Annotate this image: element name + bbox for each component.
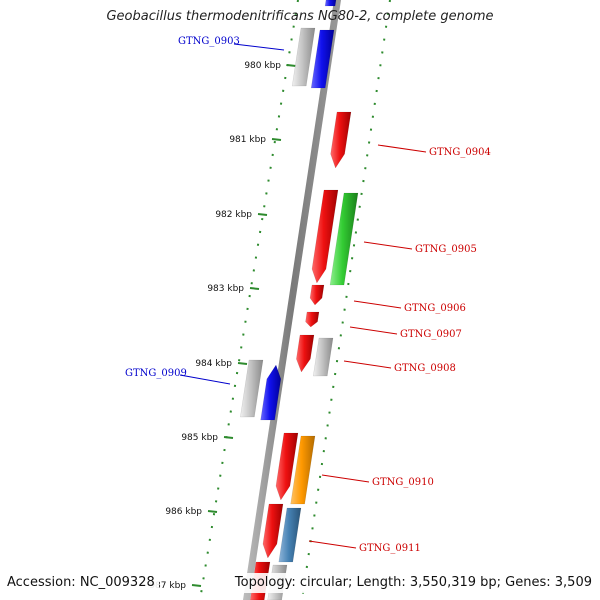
callout-line-gtng_0909: [179, 374, 231, 385]
tick-label-985: 985 kbp: [181, 433, 218, 443]
callout-line-gtng_0907: [349, 326, 398, 335]
gene-label-layer: GTNG_0903 GTNG_0904 GTNG_0905 GTNG_0906 GTNG…: [125, 36, 491, 554]
gene-feature-gtng_0911-0[interactable]: [262, 503, 284, 559]
gene-label-gtng_0907[interactable]: GTNG_0907: [400, 329, 462, 340]
accession-text: Accession: NC_009328: [7, 573, 159, 593]
gene-feature-gtng_0908-0[interactable]: [296, 334, 315, 373]
tick-label-984: 984 kbp: [195, 359, 232, 369]
gene-feature-gtng_0910-1[interactable]: [290, 435, 316, 505]
callout-line-gtng_0908: [343, 360, 392, 369]
callout-line-gtng_0906: [353, 300, 402, 309]
tick-mark-984: [237, 362, 248, 365]
callout-line-gtng_0905: [363, 241, 413, 250]
gene-feature-gtng_0906-0[interactable]: [309, 284, 325, 306]
tick-mark-985: [223, 436, 234, 439]
inner-dotted-ring: [199, 0, 299, 600]
callout-line-gtng_0911: [308, 540, 357, 549]
gene-feature-gtng_0911-1[interactable]: [278, 507, 302, 563]
gene-feature-gtng_0909-0[interactable]: [240, 359, 264, 418]
tick-mark-980: [286, 64, 297, 67]
gene-feature-gtng_0904-0[interactable]: [330, 111, 352, 169]
gene-label-gtng_0904[interactable]: GTNG_0904: [429, 147, 491, 158]
gene-feature-gtng_0905-1[interactable]: [329, 192, 359, 286]
map-title: Geobacillus thermodenitrificans NG80-2, …: [106, 9, 494, 24]
tick-label-986: 986 kbp: [165, 507, 202, 517]
gene-feature-gtng_0903-1[interactable]: [310, 29, 335, 89]
gene-feature-gtng_0908-1[interactable]: [312, 337, 334, 377]
gene-label-gtng_0911[interactable]: GTNG_0911: [359, 543, 421, 554]
callout-line-gtng_0910: [321, 474, 370, 483]
gene-label-gtng_0903[interactable]: GTNG_0903: [178, 36, 240, 47]
tick-label-987: 987 kbp: [149, 581, 186, 591]
gene-feature-gtng_0905-0[interactable]: [311, 189, 339, 284]
tick-mark-987: [191, 584, 202, 587]
tick-mark-982: [257, 213, 268, 216]
tick-label-980: 980 kbp: [244, 61, 281, 71]
gene-label-gtng_0910[interactable]: GTNG_0910: [372, 477, 434, 488]
tick-mark-981: [271, 138, 282, 141]
gene-feature-gtng_0903-0[interactable]: [291, 27, 316, 87]
tick-mark-986: [207, 510, 218, 513]
callout-line-gtng_0903: [233, 43, 285, 51]
genome-summary-text: Topology: circular; Length: 3,550,319 bp…: [230, 573, 592, 593]
callout-line-gtng_0904: [377, 144, 427, 153]
gene-label-gtng_0908[interactable]: GTNG_0908: [394, 363, 456, 374]
tick-label-981: 981 kbp: [229, 135, 266, 145]
gene-feature-gtng_0903-2[interactable]: [324, 0, 337, 7]
tick-label-982: 982 kbp: [215, 210, 252, 220]
tick-mark-983: [249, 287, 260, 290]
genome-backbone: [243, 0, 341, 600]
gene-label-gtng_0905[interactable]: GTNG_0905: [415, 244, 477, 255]
tick-label-983: 983 kbp: [207, 284, 244, 294]
gene-label-gtng_0906[interactable]: GTNG_0906: [404, 303, 466, 314]
tick-layer: 980 kbp 981 kbp 982 kbp 983 kbp 984 kbp 985 k…: [149, 61, 297, 591]
gene-feature-gtng_0910-0[interactable]: [275, 432, 299, 501]
gene-feature-gtng_0909-1[interactable]: [260, 364, 282, 421]
gene-label-gtng_0909[interactable]: GTNG_0909: [125, 368, 187, 379]
gene-feature-gtng_0907-0[interactable]: [305, 311, 320, 328]
